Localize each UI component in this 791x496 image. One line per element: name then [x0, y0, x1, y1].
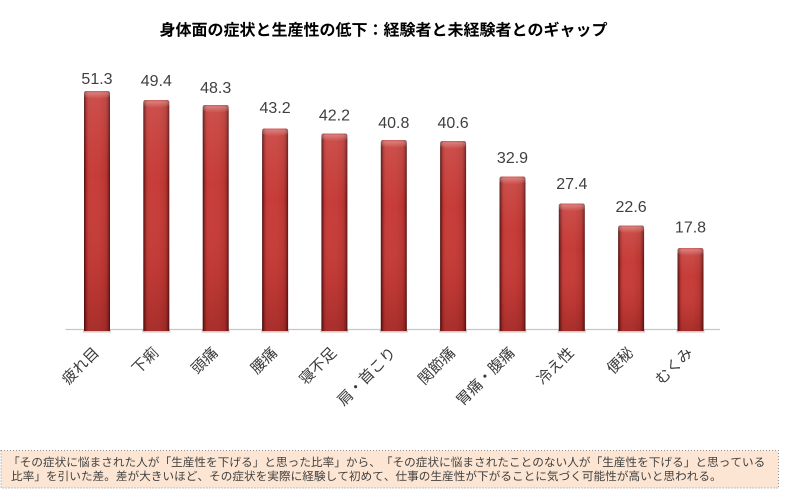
svg-text:43.2: 43.2 — [260, 100, 291, 117]
svg-text:51.3: 51.3 — [81, 71, 112, 88]
svg-text:17.8: 17.8 — [675, 220, 706, 237]
svg-text:40.8: 40.8 — [378, 115, 409, 132]
svg-text:42.2: 42.2 — [319, 108, 350, 125]
svg-text:32.9: 32.9 — [497, 150, 528, 167]
svg-text:49.4: 49.4 — [141, 73, 172, 90]
svg-text:27.4: 27.4 — [556, 176, 587, 193]
svg-text:40.6: 40.6 — [438, 115, 469, 132]
svg-text:22.6: 22.6 — [616, 199, 647, 216]
svg-text:48.3: 48.3 — [200, 80, 231, 97]
